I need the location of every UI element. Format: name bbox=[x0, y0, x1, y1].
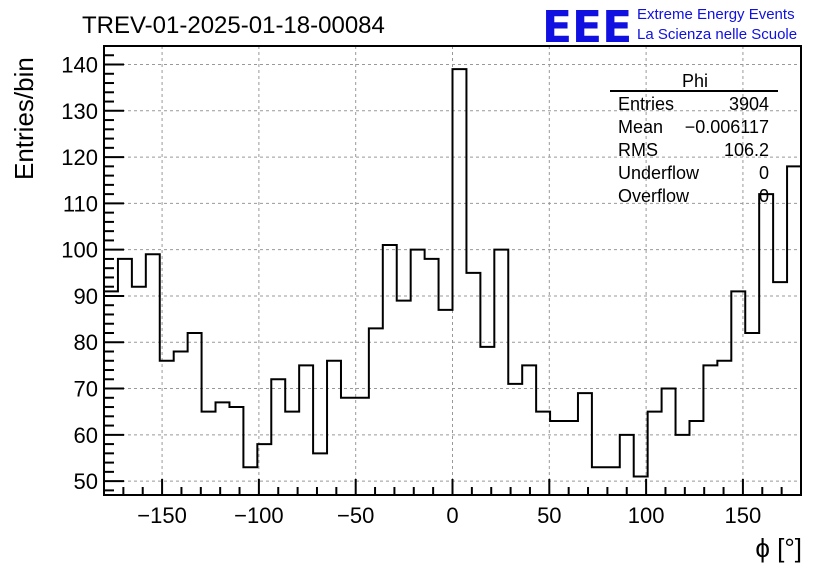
y-tick-label-2: 70 bbox=[74, 377, 98, 402]
y-tick-label-9: 140 bbox=[61, 53, 98, 78]
x-tick-label-6: 150 bbox=[725, 503, 762, 528]
histogram-bin-37 bbox=[620, 435, 634, 495]
histogram-bin-19 bbox=[369, 328, 383, 495]
histogram-series bbox=[104, 68, 801, 495]
stats-value-3: 0 bbox=[759, 163, 769, 183]
histogram-bin-49 bbox=[787, 166, 801, 495]
y-axis-ticks: 50 60 70 80 90 100 110 120 130 140 bbox=[61, 45, 124, 494]
x-axis-label: ϕ [°] bbox=[755, 533, 802, 563]
histogram-bin-23 bbox=[425, 259, 439, 495]
stats-label-3: Underflow bbox=[618, 163, 700, 183]
histogram-bin-21 bbox=[397, 301, 411, 495]
histogram-bin-39 bbox=[648, 412, 662, 495]
x-axis-ticks: −150 −100 −50 0 50 100 150 bbox=[103, 479, 802, 528]
histogram-bin-25 bbox=[453, 69, 467, 495]
stats-rows: Entries 3904 Mean −0.006117 RMS 106.2 Underflo… bbox=[618, 94, 769, 206]
histogram-bin-26 bbox=[466, 273, 480, 495]
histogram-bin-48 bbox=[773, 282, 787, 495]
histogram-bin-34 bbox=[578, 393, 592, 495]
histogram-bin-24 bbox=[439, 310, 453, 495]
histogram-bin-14 bbox=[299, 365, 313, 495]
stats-label-4: Overflow bbox=[618, 186, 690, 206]
y-tick-label-4: 90 bbox=[74, 284, 98, 309]
chart-title: TREV-01-2025-01-18-00084 bbox=[82, 12, 385, 39]
histogram-bin-30 bbox=[522, 365, 536, 495]
histogram-bin-10 bbox=[243, 467, 257, 495]
x-tick-label-3: 0 bbox=[446, 503, 458, 528]
y-tick-label-7: 120 bbox=[61, 145, 98, 170]
logo-line-2: La Scienza nelle Scuole bbox=[637, 26, 797, 43]
histogram-bin-40 bbox=[662, 389, 676, 495]
stats-label-1: Mean bbox=[618, 117, 663, 137]
histogram-bin-41 bbox=[676, 435, 690, 495]
y-tick-label-5: 100 bbox=[61, 238, 98, 263]
y-tick-label-0: 50 bbox=[74, 469, 98, 494]
stats-value-0: 3904 bbox=[729, 94, 769, 114]
y-tick-label-8: 130 bbox=[61, 99, 98, 124]
histogram-bin-18 bbox=[355, 398, 369, 495]
stats-label-0: Entries bbox=[618, 94, 674, 114]
histogram-bin-46 bbox=[745, 333, 759, 495]
logo-line-1: Extreme Energy Events bbox=[637, 6, 795, 23]
histogram-bin-33 bbox=[564, 421, 578, 495]
histogram-bin-5 bbox=[174, 352, 188, 495]
histogram-bin-22 bbox=[411, 250, 425, 495]
stats-box: Phi Entries 3904 Mean −0.006117 RMS 106.2 Unde… bbox=[610, 71, 778, 206]
histogram-bin-16 bbox=[327, 361, 341, 495]
histogram-bin-4 bbox=[160, 361, 174, 495]
eee-logo: EEE bbox=[542, 2, 632, 53]
histogram-bin-1 bbox=[118, 259, 132, 495]
histogram-bin-3 bbox=[146, 254, 160, 495]
histogram-bin-12 bbox=[271, 379, 285, 495]
x-tick-label-0: −150 bbox=[137, 503, 187, 528]
x-tick-label-2: −50 bbox=[337, 503, 374, 528]
histogram-bin-44 bbox=[717, 361, 731, 495]
histogram-bin-9 bbox=[229, 407, 243, 495]
stats-label-2: RMS bbox=[618, 140, 658, 160]
y-tick-label-6: 110 bbox=[63, 191, 98, 216]
stats-value-2: 106.2 bbox=[724, 140, 769, 160]
x-tick-label-4: 50 bbox=[537, 503, 561, 528]
histogram-bin-32 bbox=[550, 421, 564, 495]
stats-box-name: Phi bbox=[682, 71, 708, 91]
histogram-bin-45 bbox=[731, 291, 745, 495]
histogram-bin-42 bbox=[689, 421, 703, 495]
histogram-bin-20 bbox=[383, 245, 397, 495]
y-axis-label: Entries/bin bbox=[9, 57, 39, 180]
histogram-bin-15 bbox=[313, 453, 327, 495]
histogram-bin-0 bbox=[104, 291, 118, 495]
histogram-bin-35 bbox=[592, 467, 606, 495]
x-tick-label-5: 100 bbox=[628, 503, 665, 528]
histogram-bin-31 bbox=[536, 412, 550, 495]
histogram-bin-8 bbox=[216, 402, 230, 495]
histogram-bin-47 bbox=[759, 194, 773, 495]
y-tick-label-1: 60 bbox=[74, 423, 98, 448]
x-tick-label-1: −100 bbox=[234, 503, 284, 528]
histogram-bin-29 bbox=[508, 384, 522, 495]
histogram-line bbox=[104, 68, 801, 478]
histogram-bin-28 bbox=[494, 250, 508, 495]
y-tick-label-3: 80 bbox=[74, 330, 98, 355]
stats-value-1: −0.006117 bbox=[685, 117, 769, 137]
histogram-bin-27 bbox=[480, 347, 494, 495]
histogram-bin-2 bbox=[132, 287, 146, 495]
histogram-bin-6 bbox=[188, 333, 202, 495]
histogram-bin-17 bbox=[341, 398, 355, 495]
histogram-bin-43 bbox=[703, 365, 717, 495]
stats-value-4: 0 bbox=[759, 186, 769, 206]
histogram-bin-7 bbox=[202, 412, 216, 495]
histogram-bin-13 bbox=[285, 412, 299, 495]
